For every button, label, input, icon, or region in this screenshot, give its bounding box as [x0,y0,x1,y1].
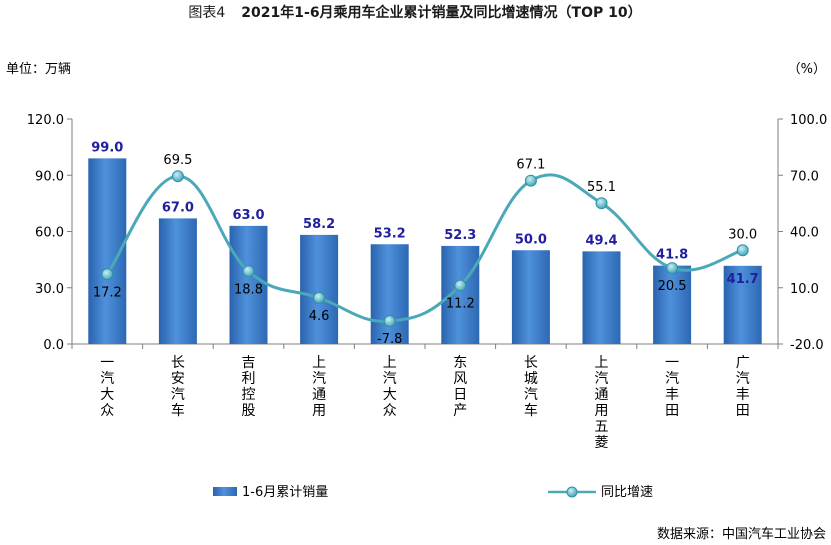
legend-bar-label: 1-6月累计销量 [242,485,328,500]
bar-value-label: 50.0 [515,232,547,247]
growth-value-label: 55.1 [587,180,616,195]
growth-line [101,170,749,328]
bar [441,245,480,344]
category-label: 一汽丰田 [665,355,679,419]
growth-value-label: 17.2 [93,285,122,300]
category-label: 长城汽车 [524,355,538,419]
growth-value-label: 67.1 [516,158,545,173]
y-tick-label: 30.0 [35,282,64,297]
growth-point [454,279,467,292]
y2-tick-label: -20.0 [790,338,824,353]
category-label: 上汽通用 [312,355,326,419]
growth-point [242,265,255,278]
growth-point [101,268,114,281]
growth-point [383,315,396,328]
bar [653,265,692,344]
bar [370,244,409,344]
bar-value-label: 41.8 [656,248,688,263]
growth-value-label: 4.6 [309,309,330,324]
category-label: 吉利控股 [242,355,256,419]
growth-point [313,291,326,304]
growth-line-path [106,173,744,323]
bar-value-label: 67.0 [162,200,194,215]
source-note: 数据来源：中国汽车工业协会 [657,526,826,542]
category-label: 上汽大众 [383,355,397,419]
growth-point [524,174,537,187]
growth-point [595,197,608,210]
category-label: 东风日产 [453,355,467,419]
y2-axis-label: （%） [788,62,826,77]
legend: 1-6月累计销量 同比增速 [213,485,653,500]
y-axis-label: 单位：万辆 [6,62,71,77]
bar-value-label: 99.0 [91,140,123,155]
bar-value-label: 52.3 [444,228,476,243]
data-labels: 99.0 67.0 63.0 58.2 53.2 52.3 50.0 49.4 41.8 41.7… [91,140,758,347]
bar [158,218,197,344]
bar-value-label: 63.0 [232,208,264,223]
category-labels: 一汽大众 长安汽车 吉利控股 上汽通用 上汽大众 东风日产 长城汽车 上汽通用五菱 一汽丰田 广汽… [100,355,749,451]
bar [582,251,621,344]
bar [511,250,550,344]
bar [723,265,762,344]
bar [229,225,268,344]
growth-point [171,170,184,183]
y2-tick-label: 40.0 [790,226,819,241]
y2-tick-label: 100.0 [790,113,827,128]
bars [88,158,762,344]
bar [300,234,339,344]
y-tick-label: 120.0 [27,113,64,128]
chart-title: 图表4 2021年1-6月乘用车企业累计销量及同比增速情况（TOP 10） [188,4,641,21]
category-label: 长安汽车 [171,355,185,419]
bar-value-label: 49.4 [585,233,617,248]
category-label: 一汽大众 [100,355,114,419]
y2-tick-label: 70.0 [790,169,819,184]
y-tick-label: 0.0 [43,338,64,353]
category-label: 上汽通用五菱 [595,355,609,451]
chart-title-main: 2021年1-6月乘用车企业累计销量及同比增速情况（TOP 10） [241,4,641,21]
growth-value-label: 18.8 [234,282,263,297]
growth-point [666,262,679,275]
legend-line-label: 同比增速 [601,485,653,500]
bar-value-label: 58.2 [303,217,335,232]
growth-value-label: 20.5 [658,279,687,294]
legend-bar-swatch [213,487,237,496]
growth-point [736,244,749,257]
y-tick-label: 90.0 [35,169,64,184]
category-label: 广汽丰田 [736,355,750,419]
growth-value-label: 69.5 [163,153,192,168]
bar-value-label: 41.7 [727,272,759,287]
y-tick-label: 60.0 [35,226,64,241]
chart-title-prefix: 图表4 [188,5,225,21]
axes: 0.0 30.0 60.0 90.0 120.0 -20.0 10.0 40.0 70.0 100… [27,113,827,353]
growth-value-label: 11.2 [446,297,475,312]
growth-value-label: -7.8 [377,332,402,347]
growth-value-label: 30.0 [728,227,757,242]
bar-value-label: 53.2 [374,226,406,241]
legend-line-marker [566,486,578,498]
y2-tick-label: 10.0 [790,282,819,297]
